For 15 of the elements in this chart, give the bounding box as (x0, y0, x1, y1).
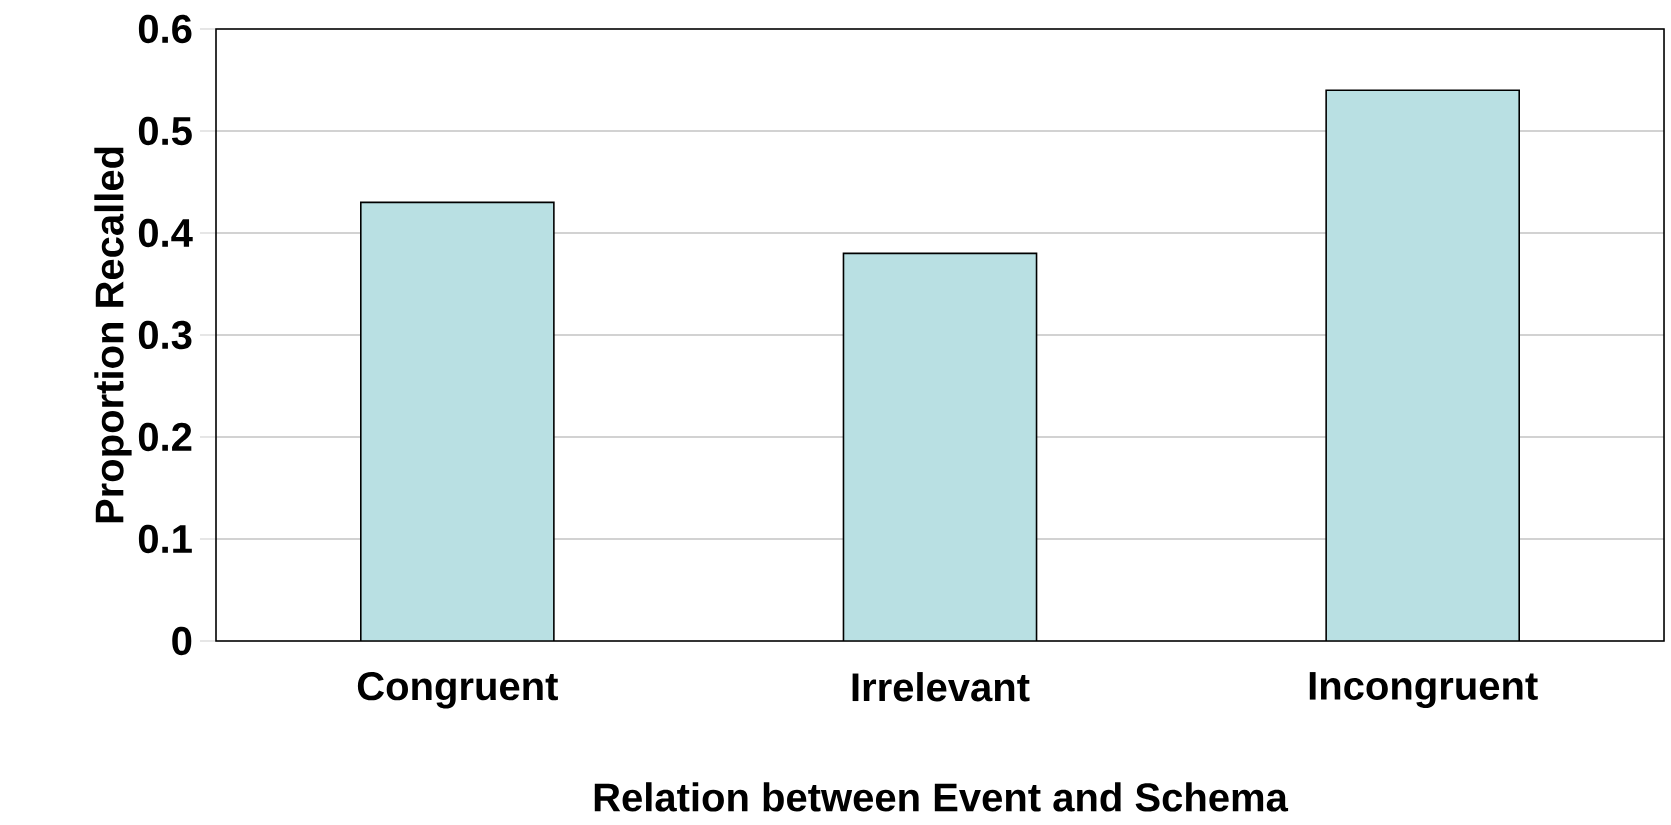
y-tick-label: 0.5 (138, 116, 192, 146)
bar (360, 201, 555, 641)
y-axis-title: Proportion Recalled (94, 147, 132, 523)
y-tick-label: 0.6 (138, 14, 192, 44)
y-tick-label: 0.3 (138, 320, 192, 350)
bar (842, 252, 1038, 641)
x-tick-label: Incongruent (1309, 672, 1538, 709)
x-tick-label: Congruent (357, 672, 558, 709)
x-axis-title: Relation between Event and Schema (594, 782, 1289, 812)
y-tick-label: 0 (172, 626, 192, 656)
y-tick-label: 0.2 (138, 422, 192, 452)
x-tick-label: Irrelevant (852, 672, 1030, 702)
y-tick-label: 0.4 (138, 218, 193, 248)
y-tick-label: 0.1 (138, 524, 192, 554)
bar (1325, 89, 1521, 641)
